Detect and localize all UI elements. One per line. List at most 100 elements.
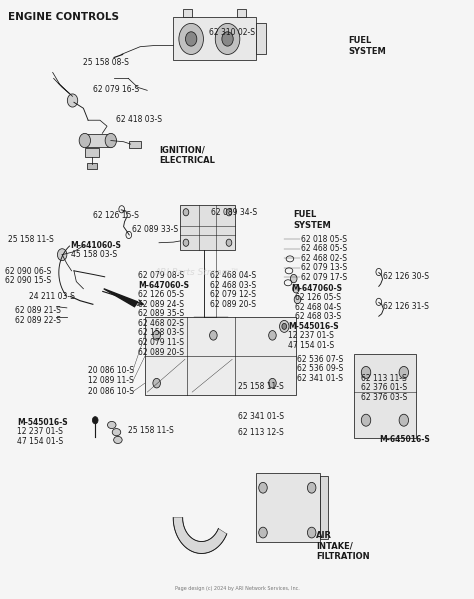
Circle shape — [269, 379, 276, 388]
PathPatch shape — [173, 518, 227, 553]
Circle shape — [105, 134, 117, 148]
Text: 62 468 03-S: 62 468 03-S — [210, 281, 255, 290]
Text: M-545016-S: M-545016-S — [17, 418, 68, 426]
Circle shape — [308, 527, 316, 538]
Polygon shape — [104, 289, 138, 307]
Text: 62 418 03-S: 62 418 03-S — [117, 114, 163, 123]
Text: 62 536 07-S: 62 536 07-S — [298, 355, 344, 364]
Text: 62 536 09-S: 62 536 09-S — [298, 364, 344, 373]
Circle shape — [294, 295, 301, 304]
Text: FUEL
SYSTEM: FUEL SYSTEM — [294, 210, 331, 230]
Text: 62 468 02-S: 62 468 02-S — [138, 319, 184, 328]
Text: 62 310 02-S: 62 310 02-S — [209, 29, 255, 38]
Circle shape — [222, 32, 233, 46]
Text: 12 089 11-S: 12 089 11-S — [88, 376, 134, 385]
Bar — [173, 17, 256, 60]
Circle shape — [183, 239, 189, 246]
Text: 62 079 17-S: 62 079 17-S — [301, 273, 347, 282]
Text: 45 158 03-S: 45 158 03-S — [71, 250, 117, 259]
Circle shape — [153, 379, 160, 388]
Ellipse shape — [108, 422, 116, 428]
Circle shape — [399, 415, 409, 426]
Circle shape — [293, 285, 300, 293]
Circle shape — [308, 482, 316, 493]
Circle shape — [282, 323, 287, 329]
Text: FUEL
SYSTEM: FUEL SYSTEM — [348, 37, 386, 56]
Text: 25 158 08-S: 25 158 08-S — [83, 58, 129, 67]
Bar — [256, 473, 319, 541]
Text: M-645016-S: M-645016-S — [379, 435, 429, 444]
Text: M-647060-S: M-647060-S — [138, 281, 189, 290]
Text: 62 090 06-S: 62 090 06-S — [5, 267, 52, 276]
Circle shape — [226, 208, 232, 216]
Circle shape — [361, 367, 371, 379]
Text: 62 089 20-S: 62 089 20-S — [210, 300, 255, 308]
Text: 62 018 05-S: 62 018 05-S — [301, 235, 347, 244]
Bar — [180, 205, 235, 250]
Text: 62 158 03-S: 62 158 03-S — [138, 328, 184, 337]
Text: 62 089 33-S: 62 089 33-S — [132, 225, 178, 234]
Text: Page design (c) 2024 by ARI Network Services, Inc.: Page design (c) 2024 by ARI Network Serv… — [174, 586, 300, 591]
Text: 25 158 11-S: 25 158 11-S — [128, 426, 174, 435]
Text: IGNITION/
ELECTRICAL: IGNITION/ ELECTRICAL — [159, 145, 215, 165]
Text: 20 086 10-S: 20 086 10-S — [88, 387, 134, 396]
Circle shape — [57, 249, 67, 261]
Text: 47 154 01-S: 47 154 01-S — [288, 341, 334, 350]
Text: 25 158 11-S: 25 158 11-S — [8, 235, 54, 244]
Text: M-641060-S: M-641060-S — [71, 241, 121, 250]
Text: 62 079 08-S: 62 079 08-S — [138, 271, 184, 280]
Ellipse shape — [114, 436, 122, 443]
Circle shape — [280, 320, 289, 332]
Text: 62 376 01-S: 62 376 01-S — [361, 383, 407, 392]
Bar — [87, 164, 97, 170]
Text: 62 079 12-S: 62 079 12-S — [210, 291, 255, 300]
Text: M-545016-S: M-545016-S — [288, 322, 338, 331]
Text: 62 126 31-S: 62 126 31-S — [383, 302, 428, 311]
Circle shape — [79, 134, 91, 148]
Text: 12 237 01-S: 12 237 01-S — [288, 331, 334, 340]
Text: 62 126 30-S: 62 126 30-S — [383, 273, 428, 282]
Circle shape — [210, 331, 217, 340]
Circle shape — [226, 239, 232, 246]
Text: 62 341 01-S: 62 341 01-S — [298, 374, 344, 383]
Text: AIR
INTAKE/
FILTRATION: AIR INTAKE/ FILTRATION — [317, 531, 370, 561]
Circle shape — [259, 527, 267, 538]
Bar — [237, 9, 246, 17]
Text: 62 468 02-S: 62 468 02-S — [301, 254, 347, 263]
Text: ARI Parts Stream™: ARI Parts Stream™ — [154, 268, 239, 277]
Text: 25 158 11-S: 25 158 11-S — [238, 382, 284, 391]
Text: 62 089 24-S: 62 089 24-S — [138, 300, 184, 308]
Text: 62 126 15-S: 62 126 15-S — [93, 211, 139, 220]
Circle shape — [399, 367, 409, 379]
Text: 62 468 04-S: 62 468 04-S — [210, 271, 255, 280]
Text: 20 086 10-S: 20 086 10-S — [88, 365, 134, 374]
Text: 62 089 35-S: 62 089 35-S — [138, 309, 184, 318]
Text: 62 341 01-S: 62 341 01-S — [238, 412, 284, 420]
Circle shape — [259, 482, 267, 493]
Text: 62 079 13-S: 62 079 13-S — [301, 264, 347, 273]
Text: 62 468 04-S: 62 468 04-S — [295, 302, 341, 311]
Text: 62 468 05-S: 62 468 05-S — [301, 244, 347, 253]
Text: 62 376 03-S: 62 376 03-S — [361, 393, 407, 402]
Circle shape — [183, 208, 189, 216]
Bar — [319, 476, 328, 539]
Circle shape — [361, 415, 371, 426]
Bar — [85, 149, 99, 158]
Circle shape — [67, 94, 78, 107]
Bar — [256, 23, 266, 55]
Text: ENGINE CONTROLS: ENGINE CONTROLS — [8, 13, 119, 22]
Text: 47 154 01-S: 47 154 01-S — [17, 437, 64, 446]
Text: 62 126 05-S: 62 126 05-S — [138, 291, 184, 300]
Text: 62 090 15-S: 62 090 15-S — [5, 277, 52, 286]
Text: 62 113 11-S: 62 113 11-S — [361, 374, 407, 383]
Bar — [182, 9, 192, 17]
Text: 62 079 11-S: 62 079 11-S — [138, 338, 184, 347]
Text: 62 089 21-S: 62 089 21-S — [15, 305, 61, 314]
Text: 62 089 34-S: 62 089 34-S — [211, 208, 257, 217]
Circle shape — [291, 274, 297, 283]
Text: 62 089 20-S: 62 089 20-S — [138, 347, 184, 356]
Text: 62 089 22-S: 62 089 22-S — [15, 316, 61, 325]
Bar — [145, 317, 296, 395]
Circle shape — [185, 32, 197, 46]
Text: 62 113 12-S: 62 113 12-S — [238, 428, 284, 437]
